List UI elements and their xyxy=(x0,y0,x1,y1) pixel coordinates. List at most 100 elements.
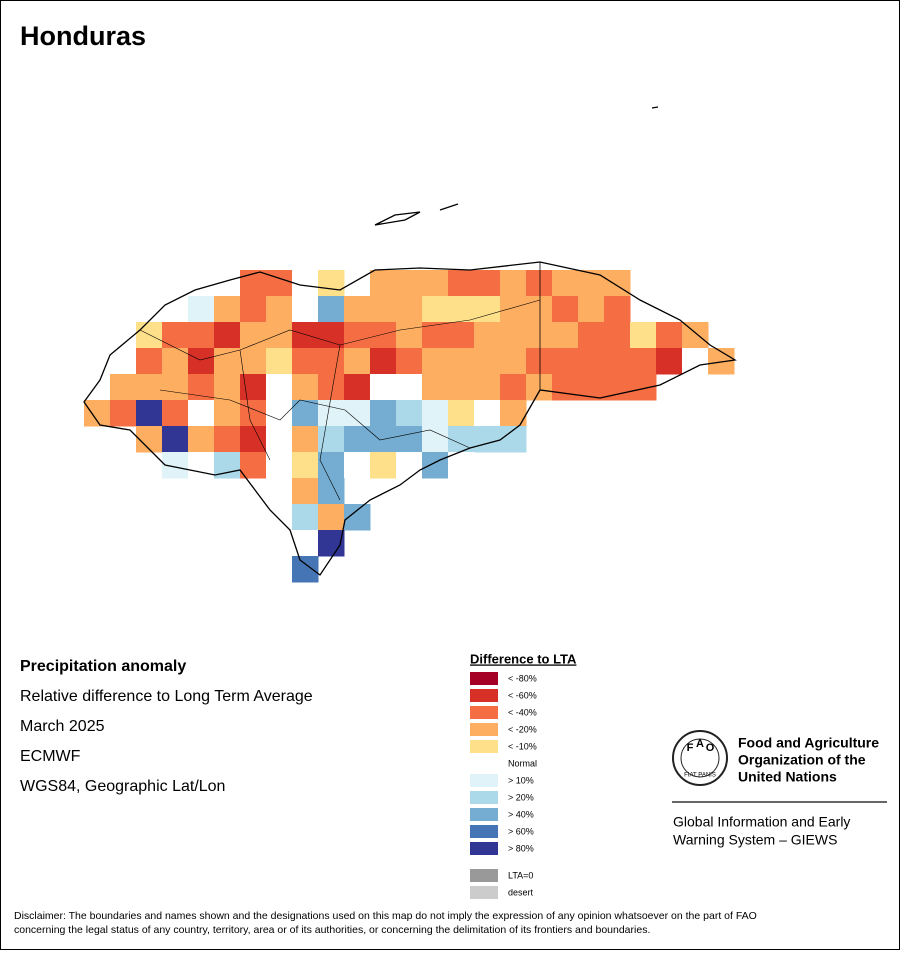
grid-cell xyxy=(370,322,397,349)
grid-cell xyxy=(318,452,345,479)
grid-cell xyxy=(604,296,631,323)
grid-cell xyxy=(526,322,553,349)
info-line: Relative difference to Long Term Average xyxy=(20,688,313,705)
grid-cell xyxy=(552,374,579,401)
grid-cell xyxy=(370,348,397,375)
legend-label: > 20% xyxy=(508,792,534,802)
grid-cell xyxy=(396,270,423,297)
legend-swatch xyxy=(470,808,498,821)
grid-cell xyxy=(682,348,709,375)
grid-cell xyxy=(214,426,241,453)
info-line: WGS84, Geographic Lat/Lon xyxy=(20,778,225,795)
grid-cell xyxy=(344,374,371,401)
grid-cell xyxy=(396,426,423,453)
grid-cell xyxy=(162,426,189,453)
grid-cell xyxy=(318,296,345,323)
grid-cell xyxy=(162,400,189,427)
grid-cell xyxy=(240,426,267,453)
grid-cell xyxy=(656,322,683,349)
legend-swatch xyxy=(470,740,498,753)
grid-cell xyxy=(552,322,579,349)
legend-swatch xyxy=(470,689,498,702)
grid-cell xyxy=(292,400,319,427)
grid-cell xyxy=(448,270,475,297)
legend-title: Difference to LTA xyxy=(470,651,577,666)
grid-cell xyxy=(604,322,631,349)
grid-cell xyxy=(344,348,371,375)
grid-cell xyxy=(396,400,423,427)
grid-cell xyxy=(188,374,215,401)
info-line: Precipitation anomaly xyxy=(20,658,186,675)
grid-cell xyxy=(292,348,319,375)
grid-cell xyxy=(266,348,293,375)
grid-cell xyxy=(422,452,449,479)
grid-cell xyxy=(656,348,683,375)
fao-logo: F A O FIAT PANIS xyxy=(672,730,728,786)
grid-cell xyxy=(682,322,709,349)
country-outline xyxy=(83,106,737,576)
grid-cell xyxy=(370,374,397,401)
logo-letter: A xyxy=(696,738,704,750)
grid-cell xyxy=(448,322,475,349)
grid-cell xyxy=(344,452,371,479)
grid-cell xyxy=(396,374,423,401)
grid-cell xyxy=(266,296,293,323)
grid-cell xyxy=(552,296,579,323)
info-line: ECMWF xyxy=(20,748,81,765)
grid-cell xyxy=(448,348,475,375)
grid-cell xyxy=(344,400,371,427)
grid-cell xyxy=(500,374,527,401)
grid-cell xyxy=(266,452,293,479)
legend-label: > 10% xyxy=(508,775,534,785)
grid-cell xyxy=(578,322,605,349)
legend-label: < -10% xyxy=(508,741,537,751)
grid-cell xyxy=(292,296,319,323)
grid-cell xyxy=(422,348,449,375)
grid-cell xyxy=(526,270,553,297)
grid-cell xyxy=(448,296,475,323)
grid-cell xyxy=(370,452,397,479)
legend-swatch xyxy=(470,706,498,719)
grid-cell xyxy=(292,504,319,531)
grid-cell xyxy=(500,400,527,427)
grid-cell xyxy=(370,270,397,297)
grid-cell xyxy=(422,374,449,401)
grid-cell xyxy=(240,400,267,427)
grid-cell xyxy=(396,322,423,349)
grid-cell xyxy=(474,322,501,349)
org-name: Food and Agriculture xyxy=(738,735,879,751)
grid-cell xyxy=(292,452,319,479)
grid-cell xyxy=(188,348,215,375)
grid-cell xyxy=(422,270,449,297)
grid-cell xyxy=(136,348,163,375)
grid-cell xyxy=(604,348,631,375)
logo-letter: O xyxy=(706,742,715,754)
legend-label: < -80% xyxy=(508,673,537,683)
grid-cell xyxy=(318,426,345,453)
legend: < -80% < -60% < -40% < -20% < -10% Normal > 10… xyxy=(470,672,537,899)
grid-cell xyxy=(448,374,475,401)
grid-cell xyxy=(552,270,579,297)
org-name: Organization of the xyxy=(738,752,866,768)
grid-cell xyxy=(474,270,501,297)
grid-cell xyxy=(136,322,163,349)
grid-cell xyxy=(84,400,111,427)
grid-cell xyxy=(136,400,163,427)
grid-cell xyxy=(214,296,241,323)
grid-cell xyxy=(188,296,215,323)
grid-cell xyxy=(266,322,293,349)
legend-label: > 40% xyxy=(508,809,534,819)
grid-cell xyxy=(110,374,137,401)
grid-cell xyxy=(422,400,449,427)
grid-cell xyxy=(292,556,319,583)
grid-cell xyxy=(630,322,657,349)
grid-cell xyxy=(136,426,163,453)
grid-cell xyxy=(162,348,189,375)
org-name: United Nations xyxy=(738,769,837,785)
grid-cell xyxy=(240,348,267,375)
legend-swatch xyxy=(470,842,498,855)
grid-cell xyxy=(136,374,163,401)
legend-label: LTA=0 xyxy=(508,870,533,880)
grid-cell xyxy=(396,296,423,323)
